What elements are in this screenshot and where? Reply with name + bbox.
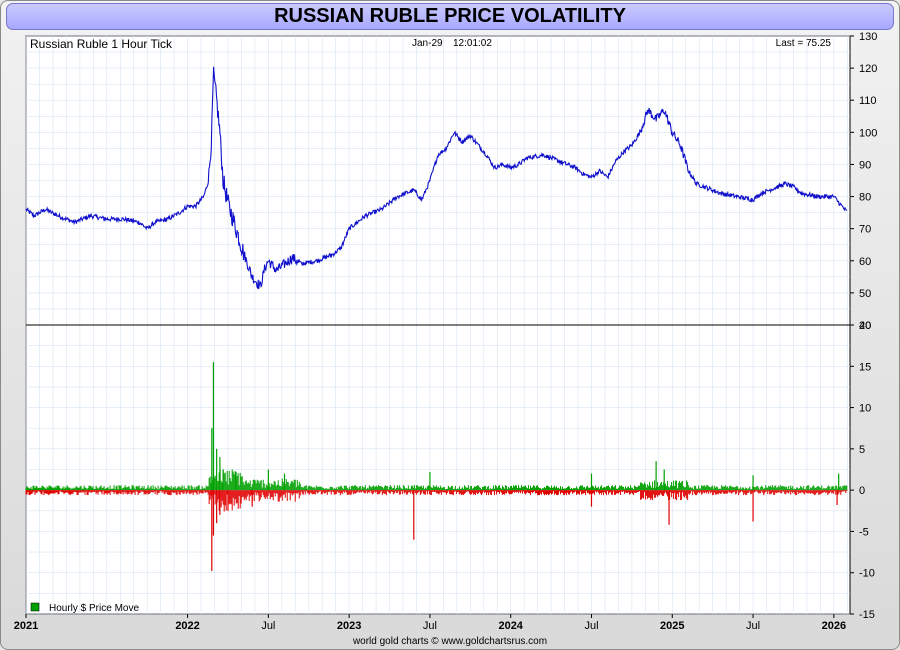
move-tick-label: -15 [859, 609, 875, 621]
time-tick-label: 2025 [660, 620, 684, 632]
footer-credit: world gold charts © www.goldchartsrus.co… [352, 636, 547, 647]
time-tick-label: 2021 [14, 620, 38, 632]
price-tick-label: 50 [859, 288, 871, 300]
series-label: Russian Ruble 1 Hour Tick [30, 37, 173, 51]
time-tick-label: 2023 [337, 620, 361, 632]
time-tick-label: Jul [423, 620, 437, 632]
move-tick-label: -5 [859, 526, 869, 538]
time-tick-label: Jul [261, 620, 275, 632]
volatility-bars [25, 362, 848, 572]
price-tick-label: 100 [859, 127, 877, 139]
stamp-time: 12:01:02 [453, 38, 492, 49]
price-tick-label: 130 [859, 31, 877, 43]
price-tick-label: 60 [859, 256, 871, 268]
price-tick-label: 90 [859, 159, 871, 171]
price-tick-label: 80 [859, 192, 871, 204]
move-axis: -15 -10 -5 0 5 10 15 20 [850, 320, 875, 621]
time-tick-label: 2026 [822, 620, 846, 632]
chart-title: RUSSIAN RUBLE PRICE VOLATILITY [6, 3, 894, 30]
price-series-line [25, 66, 848, 290]
price-tick-label: 120 [859, 63, 877, 75]
stamp-date: Jan-29 [412, 38, 443, 49]
time-tick-label: 2022 [175, 620, 199, 632]
move-tick-label: -10 [859, 568, 875, 580]
move-tick-label: 20 [859, 320, 871, 332]
legend-label: Hourly $ Price Move [49, 603, 139, 614]
price-axis: 40 50 60 70 80 90 100 110 120 130 [850, 31, 877, 332]
price-tick-label: 40 [859, 320, 871, 332]
legend-swatch [30, 602, 40, 612]
time-axis: 2021 2022 Jul 2023 Jul 2024 Jul 2025 Jul 2026 [14, 614, 846, 632]
move-tick-label: 5 [859, 444, 865, 456]
time-tick-label: Jul [584, 620, 598, 632]
move-tick-label: 15 [859, 361, 871, 373]
price-tick-label: 110 [859, 95, 877, 107]
last-value-label: Last = 75.25 [776, 38, 832, 49]
move-tick-label: 10 [859, 403, 871, 415]
time-tick-label: Jul [746, 620, 760, 632]
move-tick-label: 0 [859, 485, 865, 497]
price-tick-label: 70 [859, 224, 871, 236]
time-tick-label: 2024 [498, 620, 523, 632]
